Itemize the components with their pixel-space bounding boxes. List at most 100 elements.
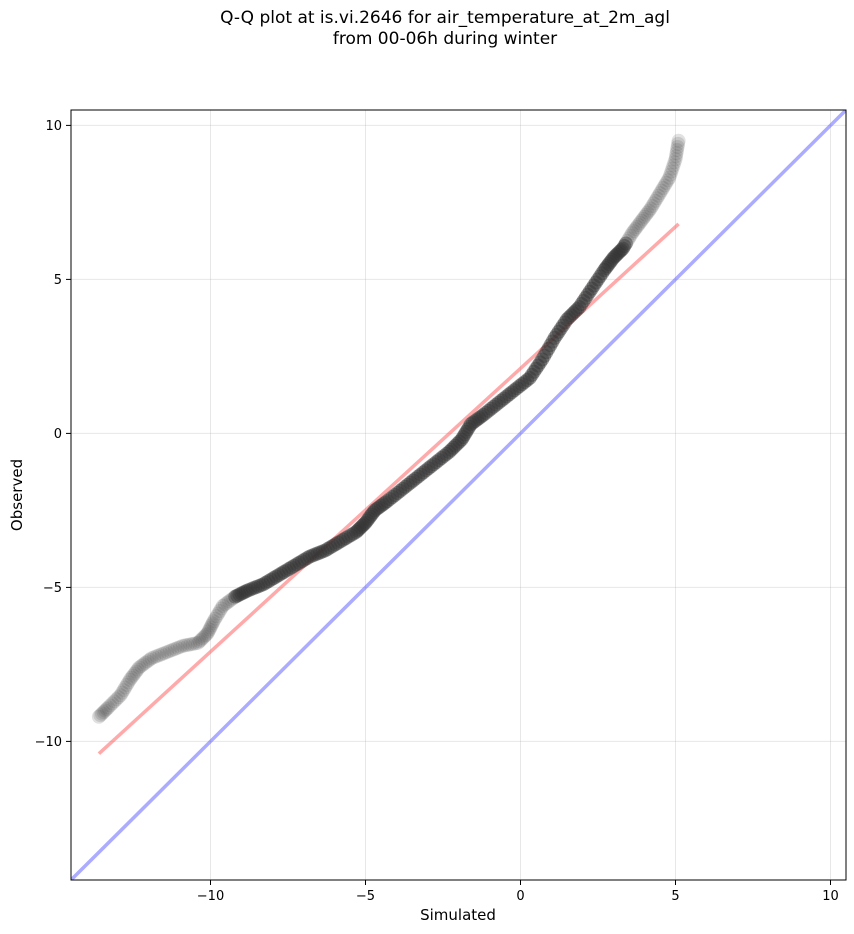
quantile-point-74 — [232, 587, 247, 602]
quantile-point-44 — [180, 637, 195, 652]
quantile-point-53 — [198, 628, 213, 643]
quantile-point-187 — [494, 393, 509, 408]
quantile-point-158 — [431, 453, 446, 468]
quantile-point-14 — [116, 683, 131, 698]
quantile-point-282 — [668, 152, 683, 167]
quantile-point-275 — [660, 173, 675, 188]
quantile-point-142 — [390, 485, 405, 500]
y-axis-ticks: −10 −5 0 5 10 — [35, 119, 71, 750]
quantile-point-152 — [416, 465, 431, 480]
quantile-point-175 — [465, 415, 480, 430]
quantile-point-59 — [205, 616, 220, 631]
quantile-point-176 — [468, 414, 483, 429]
quantile-point-75 — [234, 586, 249, 601]
quantile-point-139 — [382, 492, 397, 507]
chart-title-line-2: from 00-06h during winter — [332, 29, 558, 49]
quantile-point-111 — [325, 538, 340, 553]
quantile-point-185 — [489, 397, 504, 412]
quantile-point-215 — [557, 315, 572, 330]
quantile-point-41 — [173, 639, 188, 654]
quantile-point-123 — [353, 520, 368, 535]
quantile-point-155 — [424, 459, 439, 474]
quantile-point-4 — [98, 703, 113, 718]
quantile-point-207 — [541, 341, 556, 356]
quantile-point-6 — [101, 700, 116, 715]
quantile-point-106 — [313, 545, 328, 560]
reference-lines — [71, 110, 846, 880]
quantile-point-125 — [356, 517, 371, 532]
quantile-point-103 — [305, 548, 320, 563]
quantile-point-250 — [622, 231, 636, 246]
quantile-point-209 — [545, 334, 560, 349]
quantile-point-84 — [256, 577, 271, 592]
quantile-point-257 — [632, 215, 647, 230]
quantile-point-122 — [352, 521, 367, 536]
quantile-point-171 — [459, 424, 474, 439]
quantile-point-113 — [331, 535, 346, 550]
quantile-point-205 — [537, 348, 552, 363]
quantile-point-83 — [253, 578, 268, 593]
quantile-point-20 — [126, 668, 140, 683]
quantile-point-268 — [649, 191, 664, 206]
quantile-point-204 — [535, 352, 550, 367]
quantile-point-51 — [195, 631, 210, 646]
x-tick-label-0: −10 — [197, 889, 224, 904]
chart-title-line-1: Q-Q plot at is.vi.2646 for air_temperatu… — [220, 8, 670, 28]
quantile-point-247 — [617, 239, 632, 254]
quantile-point-262 — [640, 205, 655, 220]
quantile-point-28 — [140, 654, 155, 669]
quantile-point-96 — [287, 558, 302, 573]
quantile-point-130 — [364, 507, 379, 522]
quantile-point-182 — [481, 403, 496, 418]
quantile-point-120 — [349, 524, 364, 539]
quantile-point-102 — [302, 549, 317, 564]
quantile-point-218 — [564, 308, 579, 323]
quantile-point-121 — [350, 523, 365, 538]
quantile-point-7 — [103, 698, 118, 713]
x-tick-label-4: 10 — [822, 889, 839, 904]
quantile-point-136 — [376, 497, 391, 512]
quantile-point-269 — [651, 188, 666, 203]
quantile-point-154 — [421, 461, 436, 476]
quantile-point-148 — [406, 473, 421, 488]
quantile-point-13 — [115, 685, 130, 700]
x-tick-label-2: 0 — [516, 889, 524, 904]
quantile-point-184 — [486, 399, 501, 414]
y-tick-label-4: 10 — [45, 119, 62, 134]
quantile-point-117 — [341, 529, 356, 544]
quantile-point-212 — [551, 324, 566, 339]
quantile-point-272 — [656, 181, 671, 196]
quantile-point-34 — [154, 647, 169, 662]
quantile-point-112 — [328, 537, 343, 552]
quantile-point-248 — [618, 236, 633, 251]
quantile-point-255 — [629, 220, 644, 235]
quantile-point-72 — [228, 589, 243, 604]
quantile-point-105 — [310, 546, 325, 561]
quantile-point-73 — [230, 588, 245, 603]
quantile-point-47 — [188, 636, 203, 651]
quantile-point-193 — [509, 381, 524, 396]
quantile-point-21 — [127, 666, 142, 681]
quantile-point-90 — [271, 568, 286, 583]
quantile-point-286 — [670, 139, 685, 154]
quantile-point-133 — [369, 501, 384, 516]
quantile-point-266 — [646, 196, 661, 211]
quantile-point-181 — [478, 405, 493, 420]
quantile-point-202 — [531, 358, 546, 373]
x-tick-label-1: −5 — [356, 889, 375, 904]
quantile-point-280 — [666, 158, 681, 173]
quantile-point-167 — [452, 434, 467, 449]
quantile-point-76 — [236, 585, 251, 600]
quantile-point-118 — [344, 528, 359, 543]
quantile-point-170 — [457, 427, 472, 442]
quantile-point-240 — [606, 250, 621, 265]
quantile-point-216 — [560, 312, 574, 327]
y-axis-label: Observed — [8, 459, 26, 531]
quantile-point-52 — [197, 629, 212, 644]
quantile-point-10 — [109, 692, 124, 707]
quantile-point-63 — [211, 606, 226, 621]
quantile-point-17 — [121, 675, 136, 690]
quantile-point-68 — [220, 595, 235, 610]
grid-lines — [71, 110, 846, 880]
quantile-point-173 — [462, 419, 477, 434]
